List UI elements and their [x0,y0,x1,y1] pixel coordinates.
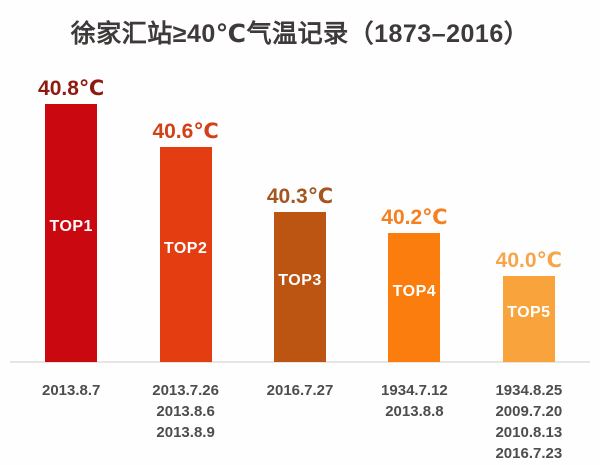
date-label: 1934.7.12 [381,382,448,399]
bar-value-label: 40.8℃ [38,77,105,100]
bar: TOP4 [388,233,441,362]
date-label: 2013.8.9 [156,424,215,441]
dates-row: 2013.8.7 2013.7.26 2013.8.6 2013.8.9 2016.7.… [14,380,586,464]
bars-container: 40.8℃ TOP1 40.6℃ TOP2 40.3℃ TOP3 40.2℃ TOP4 40.0… [14,76,586,362]
bar-group: 40.8℃ TOP1 [14,76,128,362]
bar-group: 40.0℃ TOP5 [472,248,586,362]
bar-dates: 1934.7.12 2013.8.8 [357,380,471,464]
bar-group: 40.6℃ TOP2 [128,119,242,362]
bar-value-label: 40.6℃ [152,120,219,143]
date-label: 2010.8.13 [495,424,563,441]
bar-rank-label: TOP4 [392,282,437,300]
bar-rank-label: TOP2 [163,239,208,257]
date-label: 1934.8.25 [495,382,563,399]
bar: TOP5 [502,276,555,362]
bar-dates: 2016.7.27 [243,380,357,464]
bar-rank-label: TOP3 [278,272,322,289]
date-label: 2013.8.8 [385,403,444,420]
bar-dates: 2013.7.26 2013.8.6 2013.8.9 [128,380,242,464]
date-label: 2009.7.20 [495,403,563,420]
date-label: 2013.7.26 [152,382,219,399]
bar-dates: 1934.8.25 2009.7.20 2010.8.13 2016.7.23 [472,380,586,464]
chart-title: 徐家汇站≥40℃气温记录（1873–2016） [70,20,530,48]
bar: TOP3 [274,212,327,362]
bar-group: 40.3℃ TOP3 [243,184,357,362]
bar-rank-label: TOP1 [49,218,93,235]
date-label: 2016.7.27 [266,382,334,399]
date-label: 2013.8.6 [156,403,215,420]
bar-rank-label: TOP5 [507,304,551,321]
bar: TOP1 [45,104,98,362]
baseline [10,361,590,363]
bar-group: 40.2℃ TOP4 [357,205,471,362]
bar-value-label: 40.2℃ [381,206,448,229]
bar-value-label: 40.0℃ [495,249,562,272]
date-label: 2016.7.23 [495,445,563,462]
bar-value-label: 40.3℃ [266,185,334,208]
bar: TOP2 [159,147,212,362]
bar-dates: 2013.8.7 [14,380,128,464]
date-label: 2013.8.7 [42,382,101,399]
